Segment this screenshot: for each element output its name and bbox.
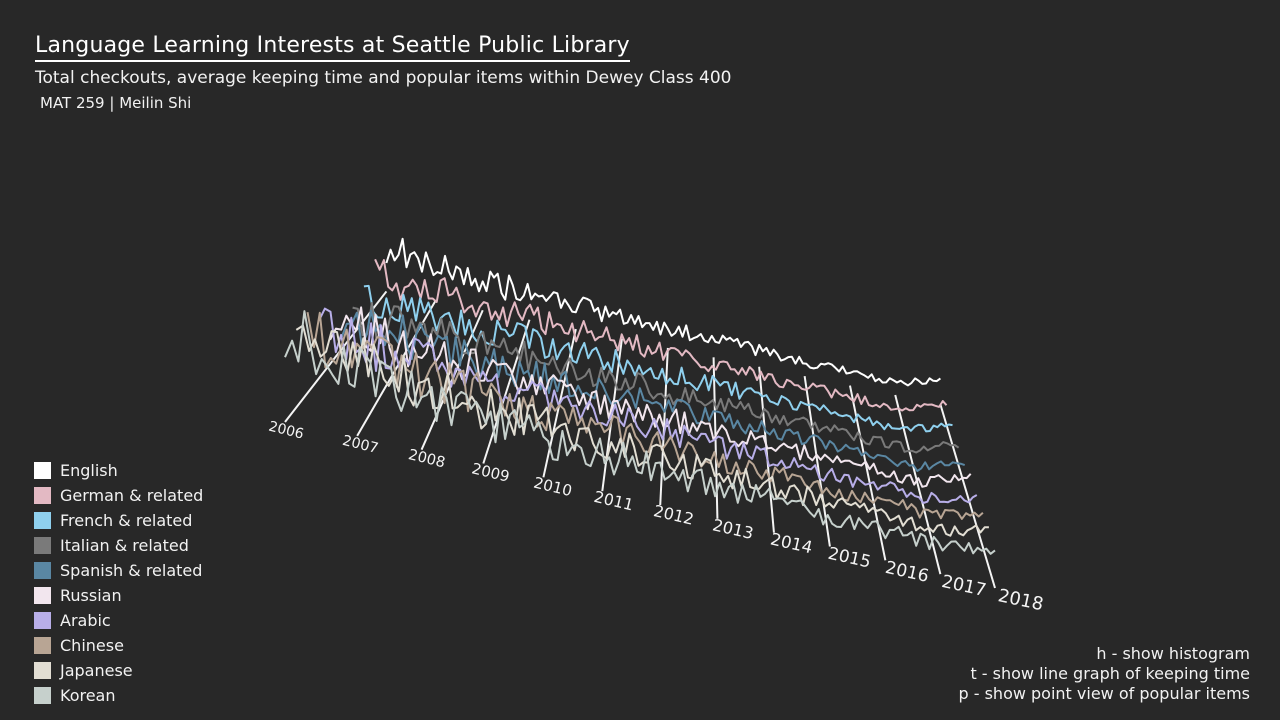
legend-swatch — [34, 512, 51, 529]
legend-swatch — [34, 637, 51, 654]
series-line — [284, 310, 996, 555]
year-axis-line — [894, 394, 942, 575]
year-tick-label: 2015 — [826, 544, 873, 573]
legend-swatch — [34, 562, 51, 579]
chart-subtitle: Total checkouts, average keeping time an… — [35, 68, 732, 88]
shortcut-hint: t - show line graph of keeping time — [970, 664, 1250, 683]
series-line — [385, 237, 942, 387]
legend-item: German & related — [34, 483, 203, 508]
legend-swatch — [34, 487, 51, 504]
legend-item: English — [34, 458, 203, 483]
year-tick-label: 2008 — [407, 446, 447, 471]
legend-item: Arabic — [34, 608, 203, 633]
year-tick-label: 2013 — [711, 515, 756, 543]
legend-swatch — [34, 587, 51, 604]
chart-credit: MAT 259 | Meilin Shi — [40, 94, 192, 112]
year-tick-label: 2010 — [532, 474, 574, 500]
legend-label: Japanese — [60, 661, 133, 680]
legend-label: French & related — [60, 511, 193, 530]
legend: English German & related French & related I… — [34, 458, 203, 708]
series-line — [363, 284, 953, 433]
year-tick-label: 2009 — [470, 459, 511, 485]
chart-title: Language Learning Interests at Seattle P… — [35, 32, 630, 62]
legend-label: English — [60, 461, 118, 480]
legend-label: Italian & related — [60, 536, 189, 555]
series-line — [340, 309, 966, 472]
keyboard-shortcuts: h - show histogram t - show line graph of… — [958, 644, 1250, 704]
legend-label: Spanish & related — [60, 561, 203, 580]
year-tick-label: 2012 — [652, 501, 696, 529]
year-tick-label: 2016 — [883, 558, 930, 587]
legend-swatch — [34, 687, 51, 704]
legend-item: Japanese — [34, 658, 203, 683]
legend-label: German & related — [60, 486, 204, 505]
year-tick-label: 2006 — [267, 419, 306, 443]
legend-item: Italian & related — [34, 533, 203, 558]
legend-item: Russian — [34, 583, 203, 608]
legend-label: Russian — [60, 586, 122, 605]
legend-swatch — [34, 612, 51, 629]
legend-swatch — [34, 537, 51, 554]
legend-swatch — [34, 462, 51, 479]
year-axis-line — [803, 376, 831, 547]
series-line — [374, 258, 948, 412]
legend-label: Korean — [60, 686, 116, 705]
shortcut-hint: h - show histogram — [1096, 644, 1250, 663]
legend-item: French & related — [34, 508, 203, 533]
series-line — [317, 307, 978, 504]
year-tick-label: 2014 — [769, 529, 815, 558]
legend-label: Chinese — [60, 636, 124, 655]
legend-item: Korean — [34, 683, 203, 708]
legend-swatch — [34, 662, 51, 679]
year-tick-label: 2007 — [341, 433, 380, 457]
legend-item: Chinese — [34, 633, 203, 658]
series-line — [295, 324, 989, 537]
year-axis-line — [939, 404, 996, 589]
legend-label: Arabic — [60, 611, 111, 630]
year-axis-line — [482, 319, 531, 464]
shortcut-hint: p - show point view of popular items — [958, 684, 1250, 703]
series-line — [306, 311, 984, 520]
year-axis-line — [848, 385, 887, 561]
year-tick-label: 2017 — [940, 572, 988, 601]
year-tick-label: 2011 — [592, 487, 635, 515]
year-tick-label: 2018 — [996, 585, 1045, 615]
legend-item: Spanish & related — [34, 558, 203, 583]
